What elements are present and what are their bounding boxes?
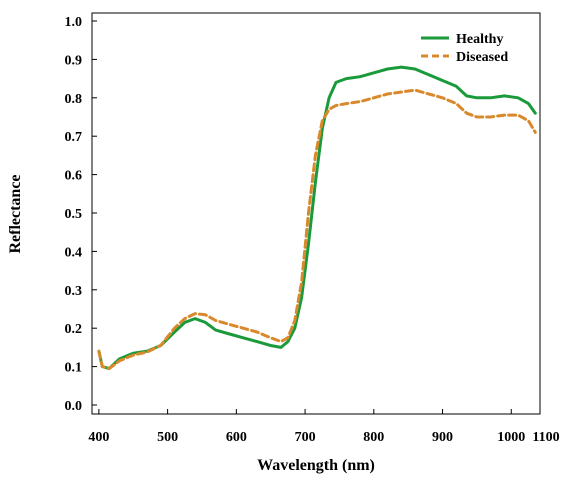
x-tick-label: 700 — [295, 430, 316, 445]
y-tick-label: 0.0 — [65, 399, 83, 414]
legend-label-healthy: Healthy — [456, 32, 503, 47]
y-tick-label: 0.4 — [65, 245, 83, 260]
y-tick-label: 0.5 — [65, 207, 83, 222]
y-tick-label: 0.6 — [65, 169, 83, 184]
y-tick-label: 0.7 — [65, 130, 83, 145]
legend-label-diseased: Diseased — [456, 50, 508, 65]
x-tick-label: 1000 — [497, 430, 525, 445]
series-line-diseased — [97, 88, 537, 370]
axis-ticks: 0.0 0.1 0.2 0.3 0.4 0.5 0.6 0.7 0.8 0.9 1.0 400 500 6… — [65, 15, 560, 445]
x-tick-label: 400 — [88, 430, 109, 445]
y-tick-label: 0.3 — [65, 284, 83, 299]
y-tick-label: 0.1 — [65, 361, 83, 376]
y-tick-label: 0.2 — [65, 322, 83, 337]
x-tick-label: 800 — [363, 430, 384, 445]
y-tick-label: 0.9 — [65, 53, 83, 68]
x-tick-label: 900 — [432, 430, 453, 445]
y-tick-label: 0.8 — [65, 92, 83, 107]
x-tick-label: 500 — [157, 430, 178, 445]
plot-frame — [91, 12, 541, 415]
y-tick-label: 1.0 — [65, 15, 83, 30]
legend: Healthy Diseased — [421, 32, 508, 65]
series-layer — [97, 65, 537, 370]
x-axis-title: Wavelength (nm) — [257, 457, 375, 474]
x-tick-label: 600 — [226, 430, 247, 445]
x-tick-label: 1100 — [532, 430, 559, 445]
y-axis-title: Reflectance — [7, 174, 24, 253]
series-line-healthy — [97, 65, 537, 370]
